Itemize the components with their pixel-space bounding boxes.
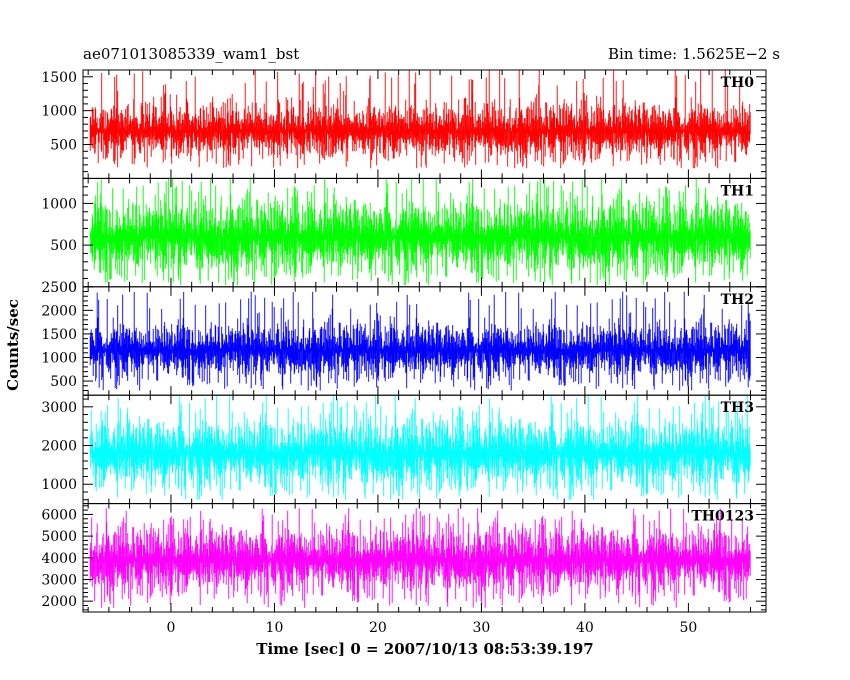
x-tick-label: 40 — [576, 620, 594, 636]
panel-th0123: 2000 3000 4000 5000 6000 TH0123 — [41, 503, 767, 613]
y-tick-label: 1500 — [41, 327, 77, 343]
y-tick-label: 2500 — [41, 280, 77, 296]
bin-time-label: Bin time: 1.5625E−2 s — [608, 45, 780, 63]
y-tick-label: 2000 — [41, 594, 77, 610]
panel-label-th2: TH2 — [721, 292, 754, 308]
x-tick-label: 50 — [679, 620, 697, 636]
y-tick-label: 3000 — [41, 400, 77, 416]
y-axis-label: Counts/sec — [4, 299, 22, 391]
x-tick-label: 10 — [266, 620, 284, 636]
panel-th3: 1000 2000 3000 TH3 — [41, 394, 767, 505]
source-title: ae071013085339_wam1_bst — [83, 45, 299, 63]
x-tick-label: 20 — [369, 620, 387, 636]
panel-label-th3: TH3 — [721, 400, 754, 416]
y-tick-label: 2000 — [41, 439, 77, 455]
x-tick-label: 30 — [473, 620, 491, 636]
panel-th1: 0 500 1000 TH1 — [41, 177, 767, 296]
panel-label-th0: TH0 — [721, 75, 755, 91]
y-tick-label: 500 — [50, 238, 77, 254]
x-axis-label: Time [sec] 0 = 2007/10/13 08:53:39.197 — [256, 640, 593, 658]
y-tick-label: 0 — [68, 280, 77, 296]
series-line-th3 — [89, 395, 751, 500]
y-tick-label: 1000 — [41, 477, 77, 493]
panel-label-th0123: TH0123 — [691, 509, 754, 525]
panel-th2: 500 1000 1500 2000 2500 TH2 — [41, 280, 767, 396]
x-tick-label: 0 — [167, 620, 176, 636]
y-tick-label: 6000 — [41, 507, 77, 523]
series-line-th0 — [89, 70, 751, 169]
series-line-th0123 — [89, 508, 751, 608]
y-tick-label: 2000 — [41, 303, 77, 319]
y-tick-label: 1000 — [41, 350, 77, 366]
y-tick-label: 500 — [50, 138, 77, 154]
y-tick-label: 1000 — [41, 104, 77, 120]
y-tick-label: 1500 — [41, 70, 77, 86]
y-tick-label: 500 — [50, 374, 77, 390]
y-tick-label: 5000 — [41, 529, 77, 545]
y-tick-label: 1000 — [41, 196, 77, 212]
panel-th0: 500 1000 1500 TH0 — [41, 69, 767, 179]
y-tick-label: 3000 — [41, 572, 77, 588]
series-line-th1 — [89, 178, 751, 286]
panel-label-th1: TH1 — [721, 183, 754, 199]
y-tick-label: 4000 — [41, 551, 77, 567]
series-line-th2 — [89, 291, 751, 391]
